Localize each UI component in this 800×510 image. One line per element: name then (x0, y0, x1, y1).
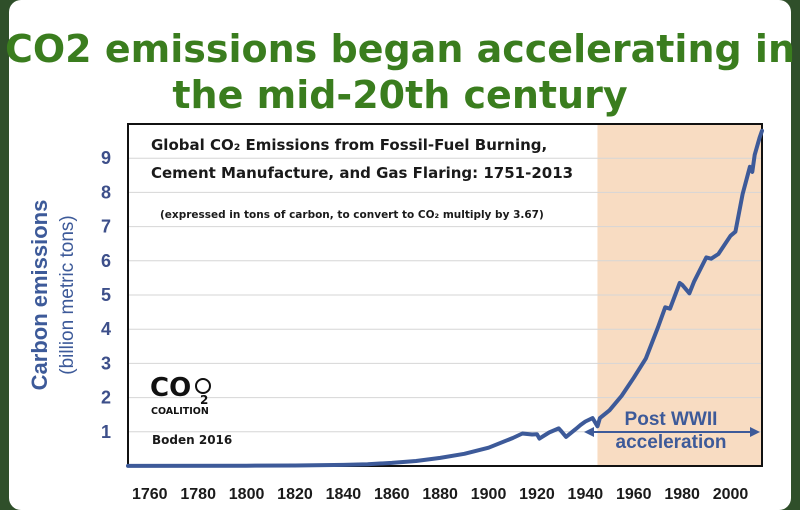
y-tick-label: 3 (101, 353, 111, 373)
y-tick-label: 1 (101, 422, 111, 442)
x-tick-label: 1940 (568, 486, 604, 503)
y-tick-label: 4 (101, 319, 111, 339)
x-tick-label: 1800 (229, 486, 265, 503)
co2-coalition-logo: CO 2 COALITION (150, 373, 211, 417)
x-tick-label: 2000 (713, 486, 749, 503)
y-axis-ticks: 1 2 3 4 5 6 7 8 9 (101, 148, 111, 442)
emissions-series-line (126, 128, 764, 468)
x-tick-label: 1760 (132, 486, 168, 503)
x-tick-label: 1920 (519, 486, 555, 503)
y-axis-units: (billion metric tons) (57, 215, 78, 374)
x-tick-label: 1780 (180, 486, 216, 503)
y-tick-label: 5 (101, 285, 111, 305)
y-tick-label: 2 (101, 388, 111, 408)
x-axis-ticks: 1760 1780 1800 1820 1840 1860 1880 1900 1920 1940… (132, 486, 748, 503)
y-tick-label: 7 (101, 217, 111, 237)
post-wwii-label-line-2: acceleration (616, 432, 727, 453)
logo-subscript: 2 (200, 393, 208, 407)
x-tick-label: 1860 (374, 486, 410, 503)
x-tick-label: 1980 (664, 486, 700, 503)
chart-title-line-2: Cement Manufacture, and Gas Flaring: 175… (151, 164, 573, 182)
y-tick-label: 9 (101, 148, 111, 168)
arrow-right-icon (750, 427, 760, 437)
x-tick-label: 1880 (422, 486, 458, 503)
post-wwii-label-line-1: Post WWII (625, 409, 718, 430)
x-tick-label: 1900 (471, 486, 507, 503)
y-axis-label: Carbon emissions (27, 200, 52, 391)
logo-wordmark: COALITION (151, 406, 209, 417)
x-tick-label: 1820 (277, 486, 313, 503)
source-note: Boden 2016 (152, 433, 232, 447)
x-tick-label: 1960 (616, 486, 652, 503)
y-tick-label: 6 (101, 251, 111, 271)
chart-title-line-1: Global CO₂ Emissions from Fossil-Fuel Bu… (151, 136, 547, 154)
chart-subtitle: (expressed in tons of carbon, to convert… (160, 209, 544, 221)
headline-line-1: CO2 emissions began accelerating in (4, 27, 796, 71)
logo-co-text: CO (150, 373, 191, 403)
post-wwii-annotation: Post WWII acceleration (584, 409, 760, 453)
plot-border (127, 123, 763, 467)
y-tick-label: 8 (101, 182, 111, 202)
logo-o-icon (195, 378, 211, 394)
headline-line-2: the mid-20th century (172, 73, 628, 117)
x-tick-label: 1840 (326, 486, 362, 503)
headline: CO2 emissions began accelerating in the … (0, 26, 800, 118)
arrow-left-icon (584, 427, 594, 437)
